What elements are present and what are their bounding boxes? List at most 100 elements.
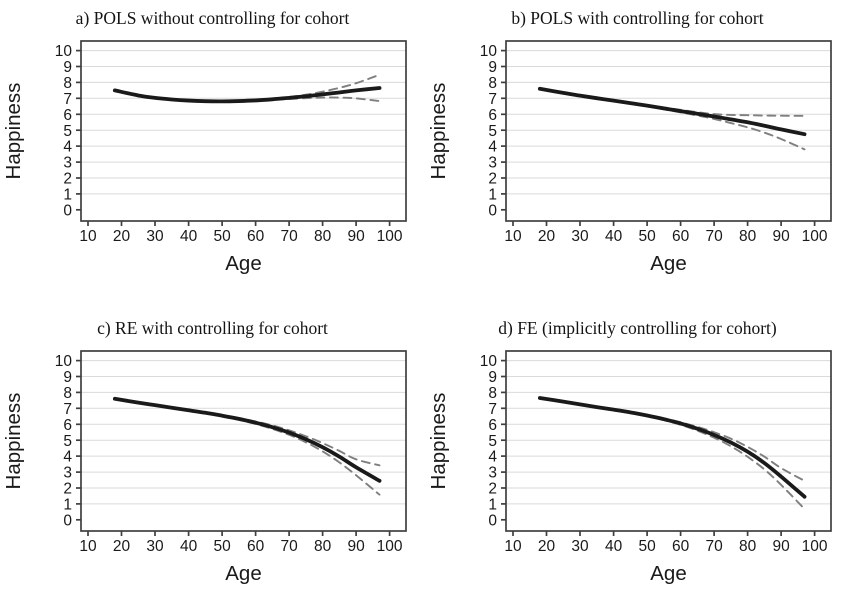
y-tick-label: 2	[488, 171, 497, 188]
y-tick-label: 6	[63, 107, 72, 124]
x-axis: 10 20 30 40 50 60 70 80 90 100	[504, 221, 828, 245]
gridlines	[81, 360, 406, 505]
x-tick-label: 30	[571, 228, 589, 245]
x-tick-label: 90	[347, 538, 365, 555]
y-tick-label: 8	[63, 75, 72, 92]
x-tick-label: 50	[213, 538, 231, 555]
y-tick-label: 7	[488, 91, 497, 108]
y-axis-label: Happiness	[427, 393, 450, 490]
panel-c-title: c) RE with controlling for cohort	[97, 318, 328, 338]
y-tick-label: 3	[63, 155, 72, 172]
x-axis: 10 20 30 40 50 60 70 80 90 100	[79, 531, 403, 555]
gridlines	[81, 50, 406, 195]
y-tick-label: 6	[488, 107, 497, 124]
x-tick-label: 40	[605, 228, 623, 245]
x-axis: 10 20 30 40 50 60 70 80 90 100	[504, 531, 828, 555]
x-tick-label: 60	[247, 228, 265, 245]
x-axis: 10 20 30 40 50 60 70 80 90 100	[79, 221, 403, 245]
x-tick-label: 20	[113, 538, 131, 555]
y-tick-label: 5	[488, 433, 497, 450]
y-tick-label: 10	[55, 353, 73, 370]
y-tick-label: 8	[488, 385, 497, 402]
y-tick-label: 4	[63, 449, 72, 466]
panel-d-title: d) FE (implicitly controlling for cohort…	[498, 318, 777, 338]
panel-a-title: a) POLS without controlling for cohort	[75, 8, 350, 28]
x-tick-label: 30	[571, 538, 589, 555]
x-tick-label: 50	[638, 228, 656, 245]
y-tick-label: 2	[488, 481, 497, 498]
y-tick-label: 4	[63, 139, 72, 156]
x-tick-label: 100	[377, 228, 403, 245]
x-tick-label: 50	[638, 538, 656, 555]
x-axis-label: Age	[650, 252, 686, 275]
x-tick-label: 80	[739, 538, 757, 555]
panel-d: d) FE (implicitly controlling for cohort…	[425, 300, 850, 611]
x-tick-label: 100	[802, 538, 828, 555]
y-tick-label: 2	[63, 481, 72, 498]
y-tick-label: 0	[488, 512, 497, 529]
y-tick-label: 2	[63, 171, 72, 188]
series-ci-upper	[538, 396, 806, 482]
x-tick-label: 90	[347, 228, 365, 245]
x-tick-label: 60	[672, 228, 690, 245]
y-tick-label: 10	[480, 43, 498, 60]
y-tick-label: 3	[488, 465, 497, 482]
y-tick-label: 3	[488, 155, 497, 172]
x-tick-label: 10	[79, 228, 97, 245]
y-tick-label: 5	[63, 123, 72, 140]
y-tick-label: 4	[488, 139, 497, 156]
y-tick-label: 1	[488, 496, 497, 513]
x-tick-label: 70	[705, 228, 723, 245]
series-point-estimate	[112, 86, 382, 104]
x-tick-label: 50	[213, 228, 231, 245]
y-tick-label: 5	[63, 433, 72, 450]
series-ci-lower	[538, 397, 806, 510]
panel-b-title: b) POLS with controlling for cohort	[511, 8, 764, 28]
series-point-estimate	[112, 396, 382, 483]
x-tick-label: 90	[772, 228, 790, 245]
x-tick-label: 80	[314, 538, 332, 555]
y-tick-label: 6	[63, 417, 72, 434]
x-tick-label: 70	[280, 228, 298, 245]
y-tick-label: 1	[488, 186, 497, 203]
x-tick-label: 20	[538, 228, 556, 245]
x-tick-label: 20	[113, 228, 131, 245]
y-tick-label: 10	[55, 43, 73, 60]
panel-a: a) POLS without controlling for cohort 0…	[0, 0, 425, 300]
y-tick-label: 5	[488, 123, 497, 140]
y-tick-label: 8	[63, 385, 72, 402]
x-axis-label: Age	[225, 252, 261, 275]
gridlines	[506, 50, 831, 195]
series-ci-lower	[113, 398, 381, 496]
y-tick-label: 8	[488, 75, 497, 92]
x-tick-label: 60	[672, 538, 690, 555]
x-tick-label: 100	[377, 538, 403, 555]
x-tick-label: 10	[504, 228, 522, 245]
x-tick-label: 40	[605, 538, 623, 555]
x-tick-label: 10	[504, 538, 522, 555]
y-axis-label: Happiness	[427, 83, 450, 180]
y-tick-label: 4	[488, 449, 497, 466]
y-tick-label: 10	[480, 353, 498, 370]
x-tick-label: 70	[705, 538, 723, 555]
y-tick-label: 7	[63, 401, 72, 418]
x-tick-label: 60	[247, 538, 265, 555]
x-tick-label: 20	[538, 538, 556, 555]
y-tick-label: 7	[488, 401, 497, 418]
x-tick-label: 30	[146, 228, 164, 245]
x-tick-label: 40	[180, 538, 198, 555]
y-tick-label: 6	[488, 417, 497, 434]
y-tick-label: 9	[63, 59, 72, 76]
x-tick-label: 30	[146, 538, 164, 555]
